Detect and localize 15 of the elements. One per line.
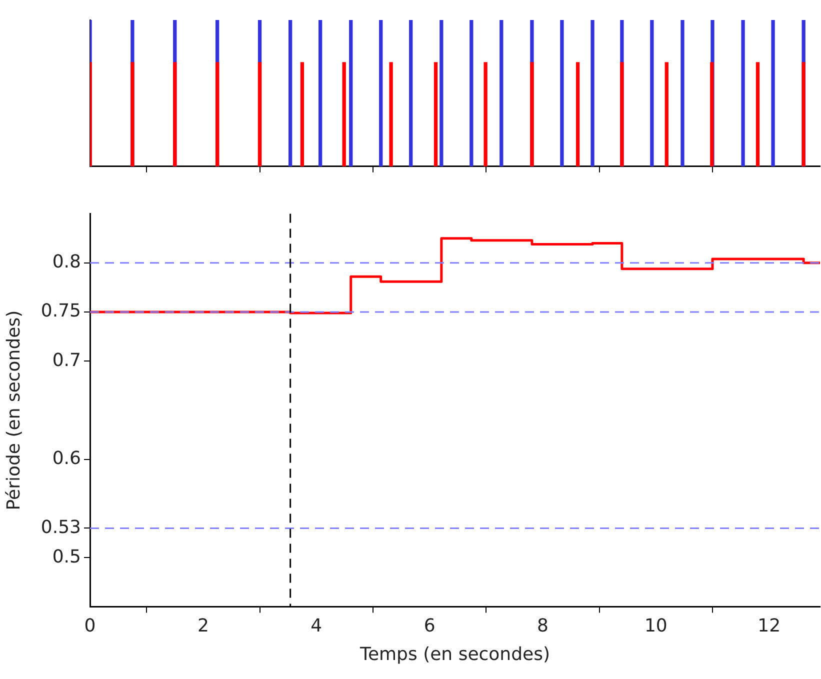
x-tick-label: 8 [536, 615, 548, 636]
x-tick-label: 0 [84, 615, 96, 636]
x-tick-label: 4 [310, 615, 322, 636]
x-axis-title: Temps (en secondes) [359, 644, 550, 665]
x-tick-label: 12 [758, 615, 781, 636]
x-tick-label: 2 [197, 615, 209, 636]
y-tick-label: 0.75 [40, 300, 81, 322]
x-tick-label: 10 [644, 615, 668, 636]
y-tick-label: 0.7 [52, 350, 81, 371]
y-axis-title: Période (en secondes) [3, 310, 24, 510]
x-tick-label: 6 [424, 615, 436, 636]
y-tick-label: 0.53 [40, 516, 81, 538]
y-tick-label: 0.6 [52, 448, 81, 470]
y-tick-label: 0.8 [52, 252, 81, 273]
y-tick-label: 0.5 [52, 546, 81, 568]
